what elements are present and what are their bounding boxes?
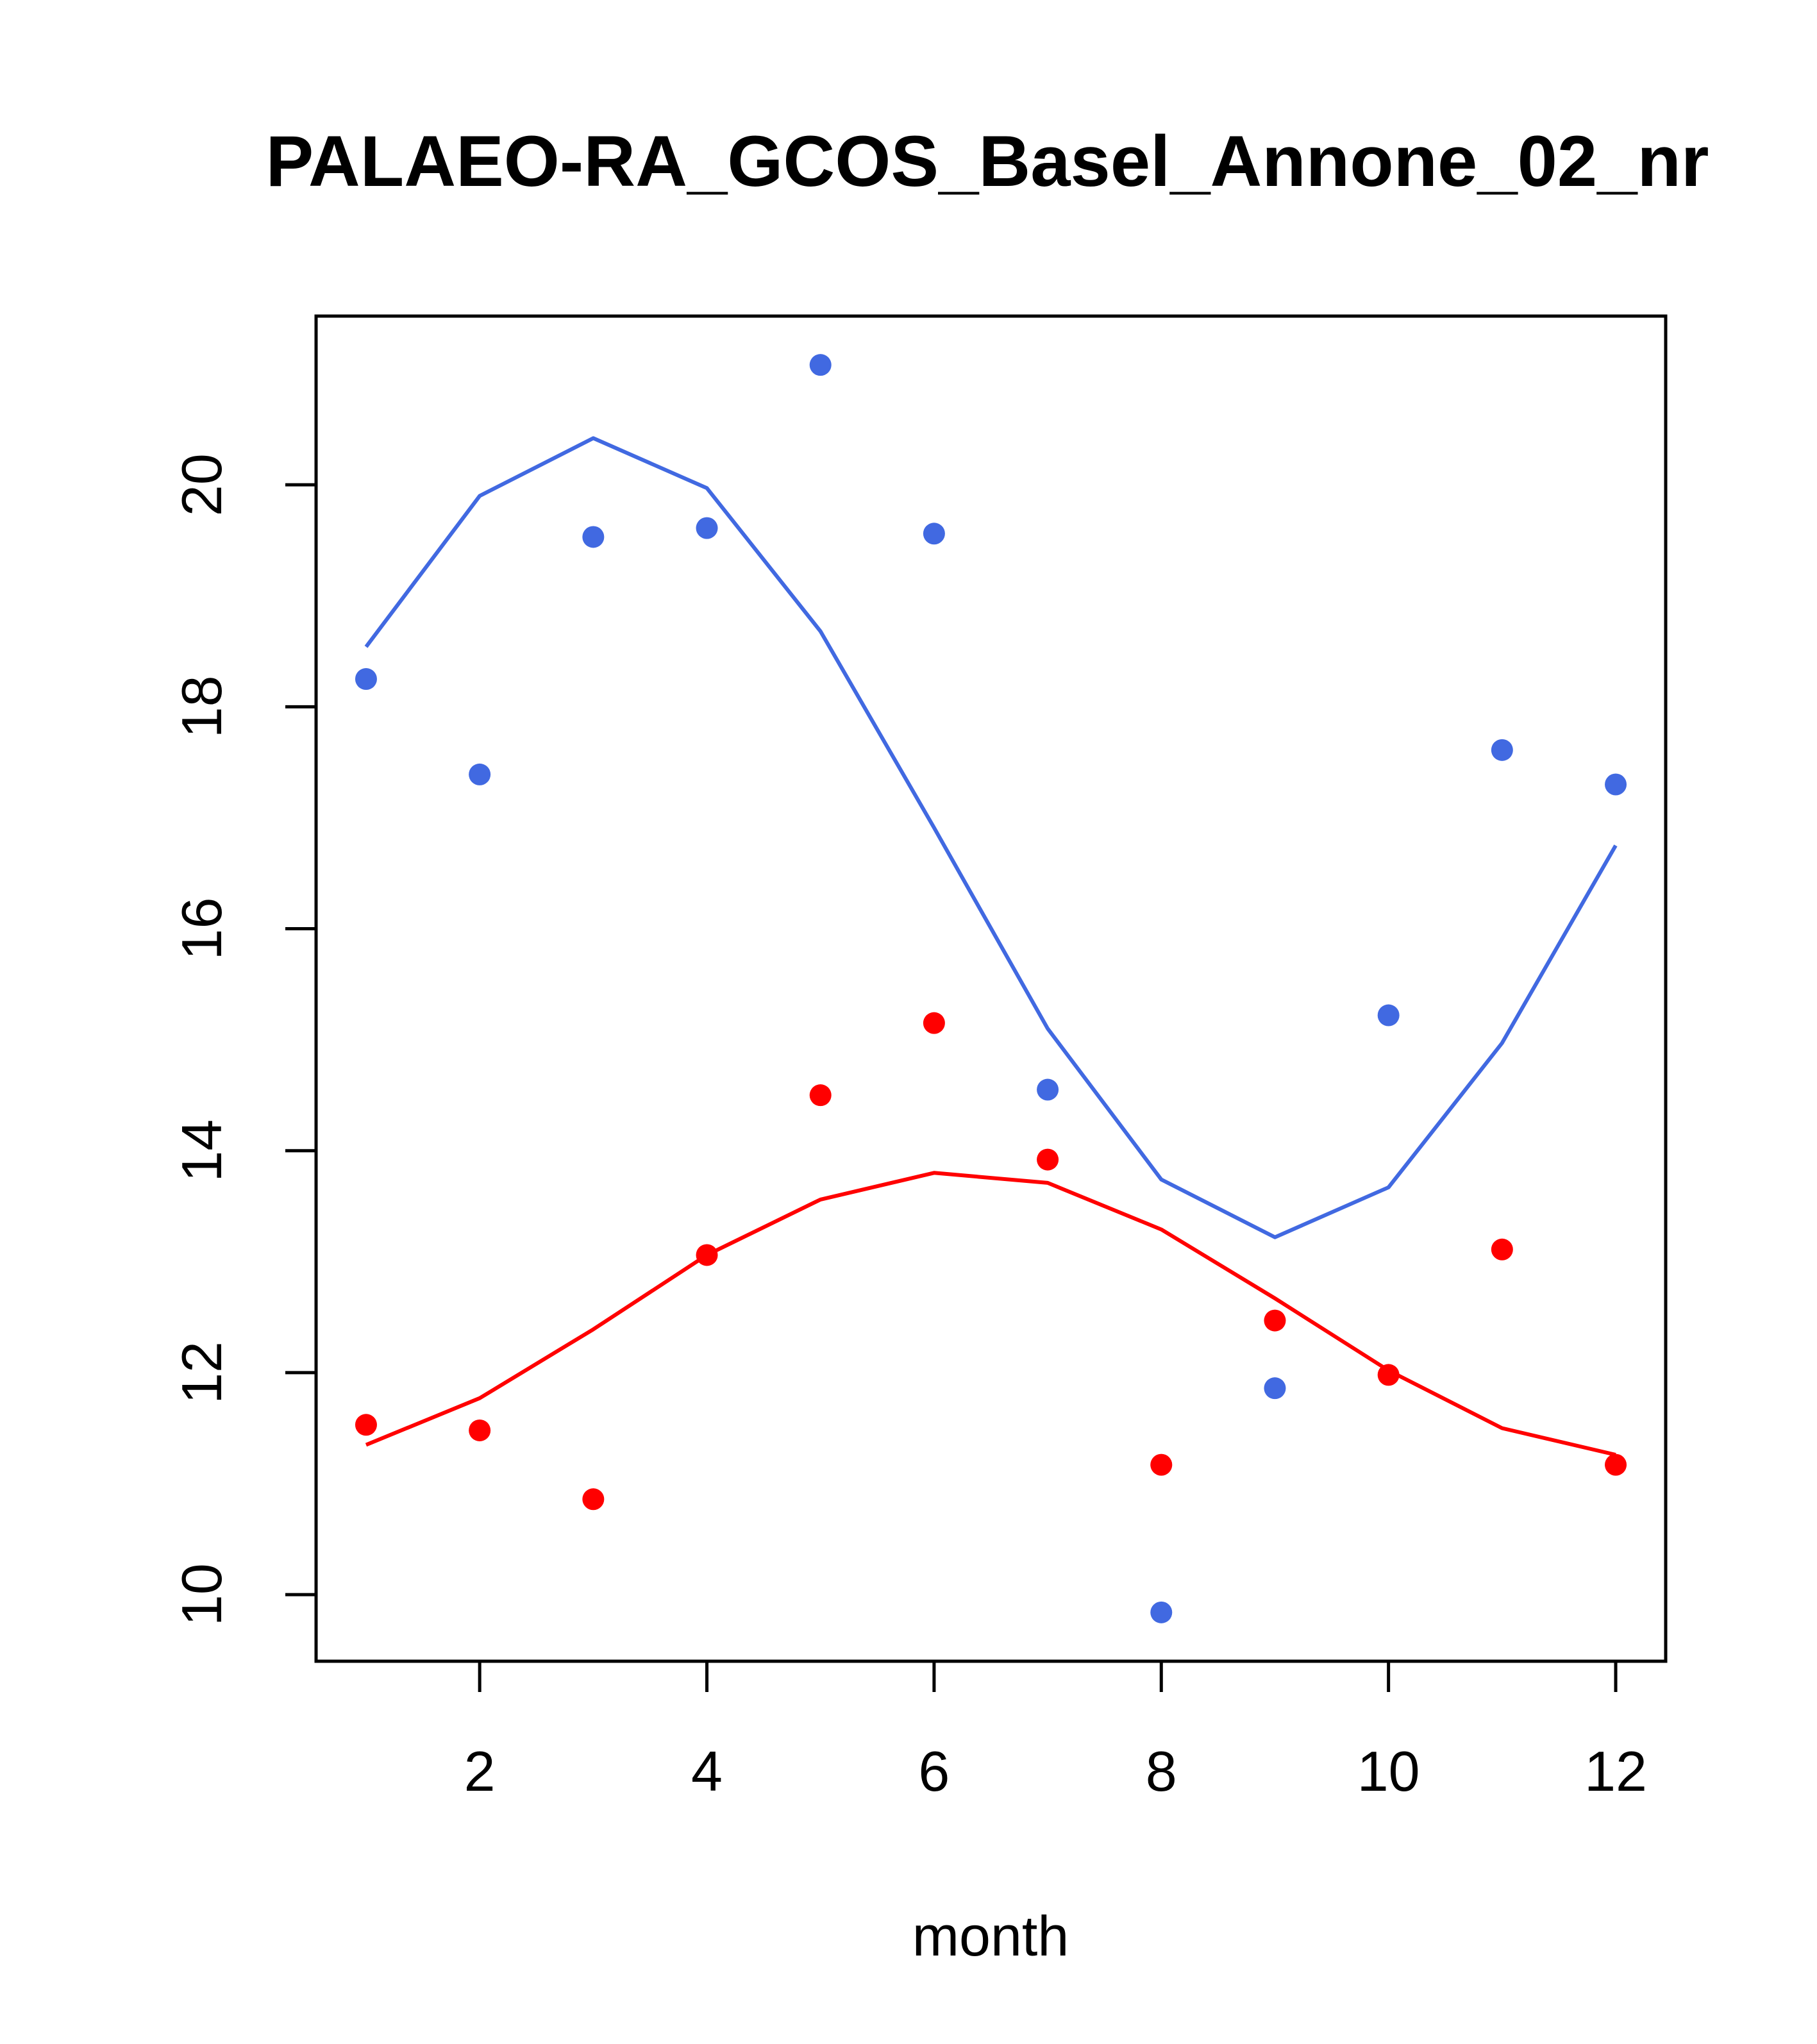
red-point-3	[582, 1488, 605, 1511]
y-axis: 10 12 14 16 18 20	[170, 453, 318, 1626]
blue-point-6	[923, 523, 945, 545]
blue-point-5	[809, 354, 832, 376]
blue-point-4	[696, 517, 718, 539]
red-point-5	[809, 1084, 832, 1107]
y-tick-label: 16	[170, 898, 233, 960]
x-tick-label: 6	[918, 1739, 950, 1803]
red-point-9	[1264, 1309, 1286, 1332]
y-tick-label: 18	[170, 675, 233, 738]
red-point-11	[1491, 1238, 1513, 1261]
red-point-8	[1150, 1453, 1173, 1476]
y-tick-label: 20	[170, 453, 233, 516]
x-tick-label: 12	[1584, 1739, 1647, 1803]
y-tick-label: 10	[170, 1563, 233, 1626]
blue-point-2	[469, 763, 491, 785]
red-fit-line	[365, 1171, 1616, 1457]
blue-point-3	[582, 526, 605, 548]
x-tick-label: 4	[691, 1739, 723, 1803]
x-tick-label: 8	[1146, 1739, 1177, 1803]
red-point-1	[355, 1414, 377, 1436]
blue-point-9	[1264, 1377, 1286, 1400]
series-layer	[355, 354, 1627, 1623]
red-point-10	[1377, 1364, 1400, 1386]
red-point-2	[469, 1419, 491, 1441]
blue-point-1	[355, 668, 377, 691]
x-axis-title: month	[912, 1904, 1069, 1968]
x-axis: 2 4 6 8 10 12	[464, 1659, 1647, 1803]
blue-point-11	[1491, 739, 1513, 761]
blue-point-7	[1037, 1078, 1059, 1101]
x-tick-label: 2	[464, 1739, 496, 1803]
chart-title: PALAEO-RA_GCOS_Basel_Annone_02_nr	[266, 121, 1709, 201]
blue-point-10	[1377, 1004, 1400, 1026]
blue-point-8	[1150, 1601, 1173, 1623]
red-point-6	[923, 1012, 945, 1034]
x-tick-label: 10	[1357, 1739, 1420, 1803]
y-tick-label: 12	[170, 1341, 233, 1404]
red-point-7	[1037, 1148, 1059, 1171]
red-point-12	[1605, 1453, 1627, 1476]
blue-point-12	[1605, 773, 1627, 796]
y-tick-label: 14	[170, 1119, 233, 1182]
blue-fit-line	[364, 436, 1618, 1239]
